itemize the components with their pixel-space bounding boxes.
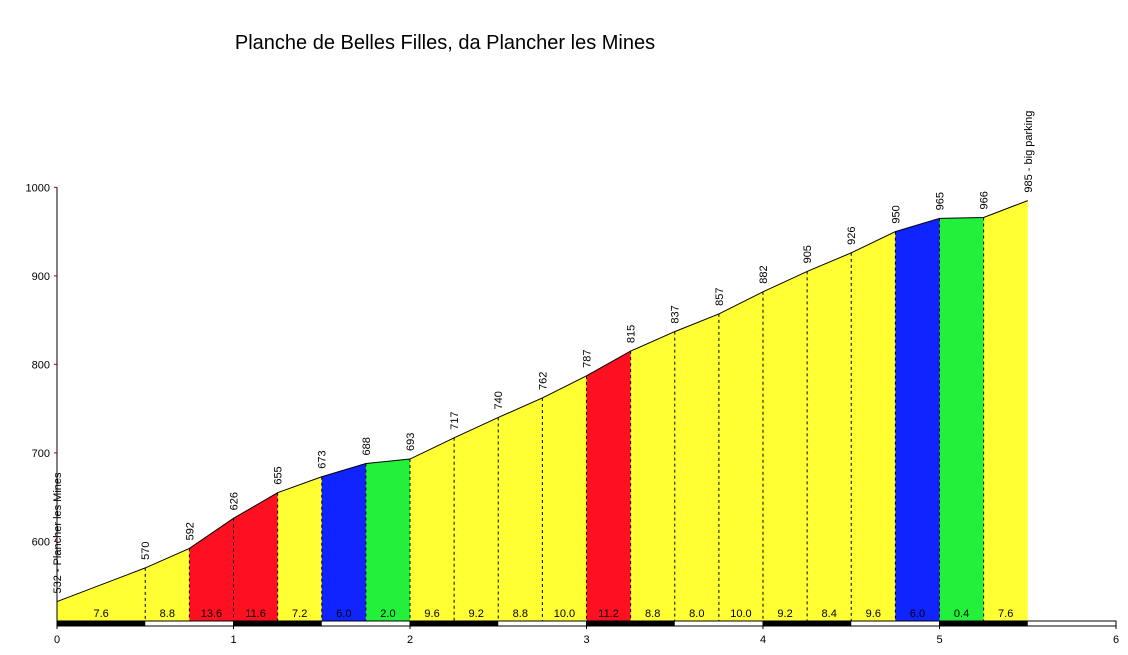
elevation-label-9: 740 (493, 391, 505, 409)
elevation-label-4: 655 (273, 466, 285, 484)
elevation-label-11: 787 (582, 349, 594, 367)
x-tick-label-3: 3 (583, 634, 589, 646)
elevation-label-21: 985 - big parking (1023, 111, 1035, 193)
elevation-label-10: 762 (537, 372, 549, 390)
grade-label-12: 8.8 (645, 608, 660, 620)
x-tick-label-5: 5 (936, 634, 942, 646)
segment-fill-18 (895, 218, 940, 621)
km-bar-dark-0 (57, 621, 146, 626)
segment-fill-13 (674, 313, 719, 621)
elevation-label-7: 693 (405, 433, 417, 451)
elevation-label-15: 882 (758, 265, 770, 283)
elevation-label-0: 532 - Plancher les Mines (52, 472, 64, 594)
segment-fill-19 (939, 217, 984, 621)
grade-label-8: 9.2 (469, 608, 484, 620)
elevation-label-8: 717 (449, 411, 461, 429)
grade-label-4: 7.2 (292, 608, 307, 620)
km-bar-dark-10 (939, 621, 1028, 626)
segment-fill-2 (189, 518, 234, 621)
elevation-label-19: 965 (935, 192, 947, 210)
segment-fill-8 (454, 417, 499, 621)
segment-fill-14 (718, 291, 763, 621)
segment-fill-20 (983, 200, 1028, 621)
grade-label-13: 8.0 (689, 608, 704, 620)
elevation-label-5: 673 (317, 450, 329, 468)
chart-title: Planche de Belles Filles, da Plancher le… (234, 32, 656, 54)
segment-fill-1 (145, 548, 190, 621)
grade-label-6: 2.0 (380, 608, 395, 620)
elevation-label-20: 966 (979, 191, 991, 209)
grade-label-16: 8.4 (822, 608, 837, 620)
x-tick-label-6: 6 (1113, 634, 1119, 646)
grade-label-17: 9.6 (866, 608, 881, 620)
y-tick-label-2: 800 (32, 359, 50, 371)
y-tick-label-1: 700 (32, 448, 50, 460)
y-tick-label-4: 1000 (26, 182, 50, 194)
grade-label-20: 7.6 (998, 608, 1013, 620)
elevation-label-3: 626 (229, 492, 241, 510)
segment-fill-7 (410, 437, 455, 621)
elevation-label-17: 926 (846, 226, 858, 244)
grade-label-7: 9.6 (424, 608, 439, 620)
km-bar-dark-6 (586, 621, 675, 626)
segment-fill-16 (807, 252, 852, 621)
grade-label-18: 6.0 (910, 608, 925, 620)
profile-outline (56, 200, 1028, 602)
elevation-label-1: 570 (140, 542, 152, 560)
grade-label-19: 0.4 (954, 608, 969, 620)
elevation-label-13: 837 (670, 305, 682, 323)
grade-label-11: 11.2 (598, 608, 619, 620)
axes: 600 700 800 900 1000 0 1 2 3 4 5 6 (26, 182, 1120, 646)
elevation-label-2: 592 (184, 522, 196, 540)
grade-labels: 7.6 8.8 13.6 11.6 7.2 6.0 2.0 9.6 9.2 8.8 10.0 11.2… (93, 608, 1013, 620)
grade-label-1: 8.8 (160, 608, 175, 620)
segment-fill-4 (277, 476, 322, 621)
segment-fill-0 (57, 567, 146, 621)
km-bar-dark-4 (410, 621, 499, 626)
grade-label-2: 13.6 (201, 608, 222, 620)
x-tick-label-0: 0 (54, 634, 60, 646)
elevation-label-14: 857 (714, 288, 726, 306)
y-tick-label-3: 900 (32, 271, 50, 283)
x-tick-label-1: 1 (230, 634, 236, 646)
segment-fill-17 (851, 231, 896, 621)
segment-fill-12 (630, 331, 675, 621)
grade-label-9: 8.8 (513, 608, 528, 620)
segment-fill-15 (763, 271, 808, 621)
grade-label-3: 11.6 (245, 608, 266, 620)
x-tick-label-2: 2 (407, 634, 413, 646)
segment-fill-10 (542, 375, 587, 621)
km-bar-dark-8 (763, 621, 852, 626)
grade-label-14: 10.0 (730, 608, 751, 620)
elevation-label-16: 905 (802, 245, 814, 263)
grade-label-15: 9.2 (777, 608, 792, 620)
profile-line (56, 200, 1028, 602)
x-tick-label-4: 4 (760, 634, 766, 646)
elevation-label-12: 815 (626, 325, 638, 343)
segment-fill-6 (365, 459, 410, 621)
grade-label-0: 7.6 (93, 608, 108, 620)
y-tick-label-0: 600 (32, 536, 50, 548)
grade-label-10: 10.0 (554, 608, 575, 620)
grade-label-5: 6.0 (336, 608, 351, 620)
segment-dividers (144, 217, 985, 621)
km-bar-dark-2 (233, 621, 322, 626)
elevation-label-6: 688 (361, 437, 373, 455)
elevation-labels: 532 - Plancher les Mines 570 592 626 655 673 6… (52, 111, 1035, 594)
segment-fill-5 (321, 463, 366, 621)
segment-fill-11 (586, 351, 631, 621)
segment-fill-3 (233, 492, 278, 621)
segment-fills (57, 200, 1028, 621)
elevation-label-18: 950 (890, 205, 902, 223)
segment-fill-9 (498, 397, 543, 621)
